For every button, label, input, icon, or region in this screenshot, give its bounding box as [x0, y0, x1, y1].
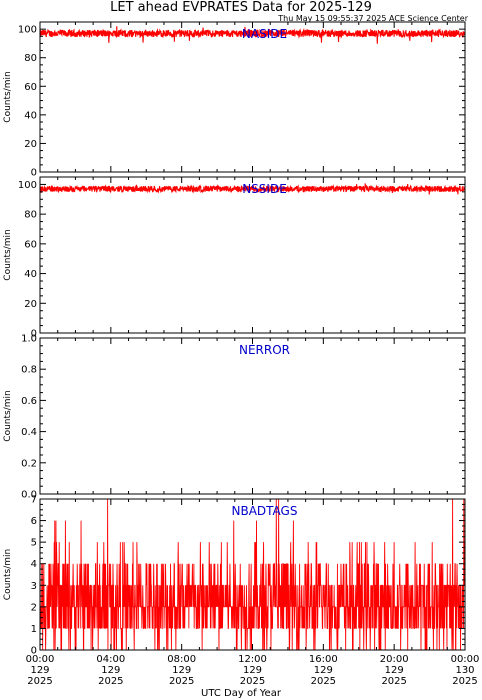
y-tick-label: 3	[31, 581, 37, 592]
x-tick-label-doy: 129	[101, 665, 120, 676]
y-axis-label: Counts/min	[3, 390, 13, 441]
timestamp: Thu May 15 09:55:37 2025 ACE Science Cen…	[278, 14, 468, 23]
series-line-naside	[39, 26, 466, 44]
x-tick-label-time: 08:00	[167, 654, 196, 665]
y-tick-label: 2	[31, 602, 37, 613]
panel-title-nsside: NSSIDE	[242, 182, 287, 196]
y-tick-label: 0	[31, 329, 37, 340]
y-tick-label: 0	[31, 646, 37, 657]
y-axis-label: Counts/min	[3, 229, 13, 280]
y-tick-label: 0	[31, 168, 37, 179]
y-tick-label: 100	[18, 25, 37, 36]
page-title: LET ahead EVPRATES Data for 2025-129	[110, 0, 372, 15]
y-tick-label: 0.6	[21, 396, 37, 407]
y-tick-label: 0.4	[21, 427, 37, 438]
x-tick-label-year: 2025	[98, 676, 123, 687]
x-tick-label-time: 00:00	[26, 654, 55, 665]
x-tick-label-time: 00:00	[451, 654, 480, 665]
y-tick-label: 60	[24, 82, 37, 93]
y-tick-label: 7	[31, 495, 37, 506]
x-tick-label-time: 12:00	[238, 654, 267, 665]
y-axis-label: Counts/min	[3, 549, 13, 600]
y-tick-label: 0.2	[21, 458, 37, 469]
panel-frame-nsside	[39, 176, 466, 334]
panel-title-naside: NASIDE	[242, 27, 287, 41]
y-tick-label: 0.0	[21, 490, 37, 501]
x-tick-label-doy: 130	[455, 665, 474, 676]
y-tick-label: 6	[31, 516, 37, 527]
panel-title-nerror: NERROR	[239, 343, 290, 357]
y-tick-label: 100	[18, 180, 37, 191]
y-tick-label: 60	[24, 239, 37, 250]
y-tick-label: 4	[31, 559, 37, 570]
panel-title-nbadtags: NBADTAGS	[232, 504, 298, 518]
series-line-nbadtags	[39, 498, 466, 651]
y-tick-label: 80	[24, 53, 37, 64]
x-tick-label-year: 2025	[169, 676, 194, 687]
y-tick-label: 0.8	[21, 365, 37, 376]
x-tick-label-doy: 129	[30, 665, 49, 676]
panel-frame-nerror	[39, 337, 466, 495]
y-tick-label: 20	[24, 139, 37, 150]
x-tick-label-time: 20:00	[380, 654, 409, 665]
x-tick-label-time: 04:00	[96, 654, 125, 665]
y-tick-label: 40	[24, 269, 37, 280]
series-line-nsside	[39, 183, 466, 195]
x-tick-label-doy: 129	[243, 665, 262, 676]
x-tick-label-doy: 129	[172, 665, 191, 676]
y-tick-label: 20	[24, 299, 37, 310]
x-tick-label-doy: 129	[385, 665, 404, 676]
x-tick-label-year: 2025	[452, 676, 477, 687]
x-tick-label-year: 2025	[381, 676, 406, 687]
y-tick-label: 1	[31, 624, 37, 635]
y-axis-label: Counts/min	[3, 71, 13, 122]
x-tick-label-year: 2025	[311, 676, 336, 687]
y-tick-label: 80	[24, 210, 37, 221]
x-tick-label-doy: 129	[314, 665, 333, 676]
y-tick-label: 40	[24, 110, 37, 121]
x-tick-label-year: 2025	[240, 676, 265, 687]
y-tick-label: 1.0	[21, 334, 37, 345]
panel-frame-naside	[39, 21, 466, 173]
x-axis-label: UTC Day of Year	[201, 688, 281, 699]
x-tick-label-time: 16:00	[309, 654, 338, 665]
x-tick-label-year: 2025	[27, 676, 52, 687]
y-tick-label: 5	[31, 538, 37, 549]
